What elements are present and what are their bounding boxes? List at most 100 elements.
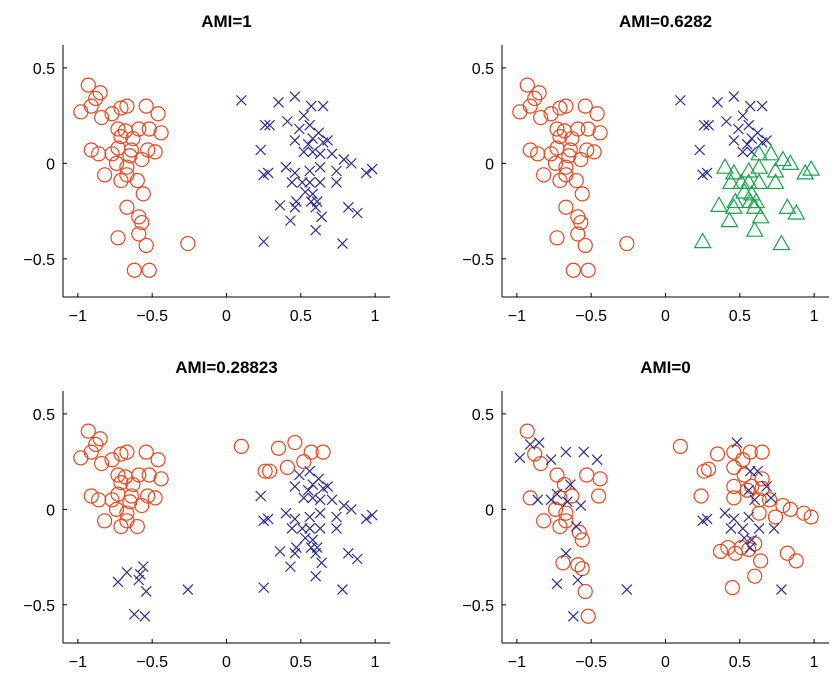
- x-marker: [532, 494, 544, 506]
- chart-panel-bottom-right: AMI=0 −1 −0.5 0 0.5 1 −0.5 0 0.5: [462, 358, 829, 671]
- x-tick-label: −1: [508, 654, 526, 671]
- triangle-marker: [796, 163, 815, 180]
- circle-marker: [742, 444, 758, 460]
- circle-marker: [724, 580, 740, 596]
- triangle-marker: [745, 198, 764, 214]
- circle-marker: [564, 488, 580, 504]
- circle-marker: [134, 151, 150, 168]
- x-marker: [551, 488, 563, 500]
- circle-marker: [113, 475, 129, 491]
- x-marker: [741, 138, 753, 150]
- circle-marker: [147, 144, 163, 160]
- x-marker: [258, 582, 270, 594]
- y-tick-label: −0.5: [23, 598, 55, 615]
- y-tick-label: 0: [485, 156, 494, 173]
- circle-marker: [147, 490, 163, 506]
- triangle-marker: [742, 184, 761, 201]
- circle-marker: [739, 482, 755, 498]
- x-marker: [258, 169, 270, 181]
- circle-marker: [125, 130, 141, 147]
- circle-marker: [97, 167, 113, 183]
- triangle-marker: [715, 157, 734, 174]
- x-marker: [299, 186, 311, 198]
- triangle-marker: [750, 157, 769, 174]
- x-marker: [293, 469, 305, 481]
- circle-marker: [531, 85, 547, 101]
- chart-title: AMI=0.6282: [619, 12, 712, 31]
- y-tick-label: −0.5: [462, 598, 494, 615]
- circle-marker: [110, 121, 126, 137]
- x-tick-label: 0: [661, 308, 670, 325]
- circle-marker: [580, 608, 596, 624]
- circle-marker: [530, 146, 546, 162]
- x-marker: [286, 523, 298, 534]
- x-marker: [310, 547, 322, 559]
- circle-marker: [153, 125, 169, 141]
- circle-marker: [573, 214, 589, 231]
- x-marker: [360, 167, 372, 179]
- triangle-marker: [693, 232, 712, 249]
- triangle-marker: [750, 173, 769, 190]
- circle-marker: [92, 85, 108, 101]
- x-marker: [731, 437, 743, 448]
- circle-marker: [83, 488, 99, 504]
- triangle-marker: [721, 173, 740, 190]
- circle-marker: [150, 106, 166, 122]
- triangle-marker: [781, 154, 800, 170]
- x-marker: [293, 123, 305, 135]
- x-marker: [316, 211, 328, 223]
- circle-marker: [131, 226, 147, 242]
- x-marker: [591, 454, 603, 466]
- circle-marker: [138, 237, 154, 254]
- x-marker: [307, 146, 319, 158]
- x-marker: [338, 154, 350, 165]
- circle-marker: [736, 467, 752, 483]
- circle-marker: [113, 518, 129, 535]
- circle-marker: [104, 146, 120, 162]
- x-marker: [280, 161, 292, 173]
- x-marker: [304, 119, 316, 131]
- circle-marker: [672, 438, 688, 454]
- circle-marker: [570, 226, 586, 242]
- x-marker: [572, 574, 584, 586]
- circle-marker: [138, 98, 154, 114]
- x-marker: [302, 138, 314, 150]
- circle-marker: [726, 490, 742, 506]
- circle-marker: [134, 214, 150, 231]
- x-marker: [345, 157, 357, 169]
- x-marker: [560, 446, 572, 458]
- x-marker: [284, 561, 296, 573]
- circle-marker: [571, 524, 587, 540]
- x-marker: [282, 115, 293, 127]
- x-tick-label: 1: [371, 654, 380, 671]
- x-tick-label: 0: [222, 308, 231, 325]
- x-marker: [737, 146, 749, 158]
- chart-title: AMI=1: [201, 12, 252, 31]
- x-marker: [298, 146, 310, 158]
- y-tick-label: 0.5: [33, 407, 55, 424]
- x-marker: [338, 500, 350, 511]
- y-tick-label: −0.5: [462, 252, 494, 269]
- x-marker: [746, 133, 758, 144]
- circle-marker: [561, 148, 577, 164]
- x-marker: [551, 578, 563, 590]
- circle-marker: [592, 471, 608, 487]
- x-marker: [776, 584, 787, 595]
- circle-marker: [562, 142, 578, 158]
- circle-marker: [522, 142, 538, 158]
- triangle-marker: [773, 150, 792, 167]
- circle-marker: [726, 459, 742, 475]
- x-tick-label: 1: [371, 308, 380, 325]
- circle-marker: [73, 450, 89, 466]
- circle-marker: [753, 553, 769, 569]
- x-marker: [756, 100, 768, 112]
- circle-marker: [574, 532, 590, 548]
- x-marker: [286, 177, 298, 188]
- x-marker: [674, 94, 686, 106]
- circle-marker: [536, 513, 552, 529]
- circle-marker: [279, 459, 296, 475]
- circle-marker: [754, 444, 770, 460]
- y-tick-label: 0: [46, 502, 55, 519]
- x-marker: [752, 465, 764, 477]
- circle-marker: [257, 463, 273, 479]
